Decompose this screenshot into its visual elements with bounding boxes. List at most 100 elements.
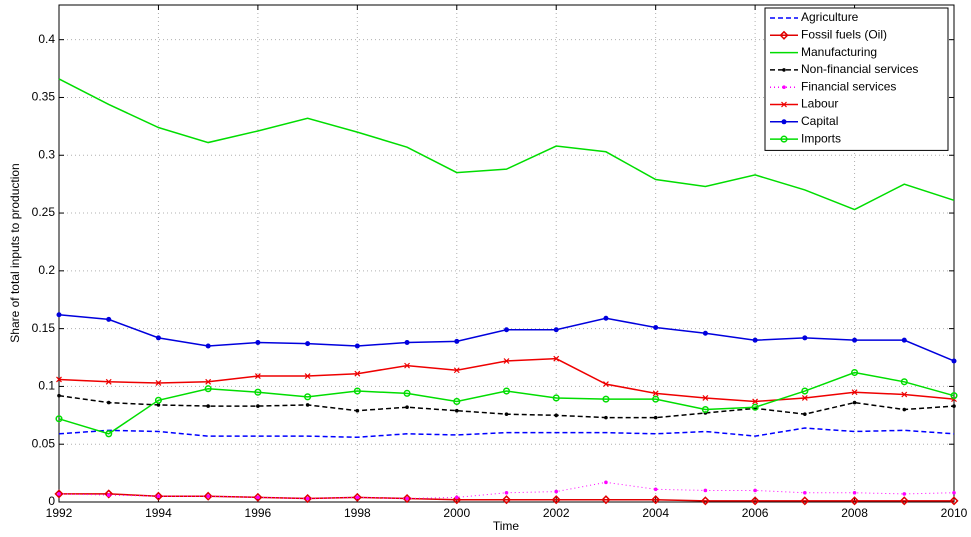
marker [602, 395, 610, 403]
y-tick-label: 0.4 [38, 32, 55, 46]
marker [254, 388, 262, 396]
marker [353, 387, 361, 395]
marker [553, 327, 559, 333]
marker [255, 339, 261, 345]
legend-label: Labour [801, 97, 838, 111]
series-line [58, 78, 955, 211]
marker [604, 480, 608, 485]
marker [554, 489, 559, 494]
legend-label: Financial services [801, 79, 896, 93]
marker [502, 387, 511, 395]
x-tick-label: 1992 [46, 506, 73, 520]
y-axis-label: Share of total inputs to production [8, 163, 22, 342]
marker [404, 362, 410, 369]
marker [253, 492, 263, 502]
y-tick-label: 0 [48, 494, 55, 508]
marker [156, 403, 161, 407]
marker [104, 489, 114, 499]
legend-marker [782, 85, 786, 89]
marker [154, 396, 162, 404]
marker [405, 405, 409, 410]
marker [106, 316, 112, 322]
x-tick-label: 2002 [543, 506, 570, 520]
marker [802, 335, 808, 341]
marker [504, 412, 509, 416]
legend-label: Fossil fuels (Oil) [801, 27, 887, 41]
marker [701, 405, 709, 414]
marker [899, 496, 909, 506]
legend-marker [779, 30, 789, 40]
legend-label: Non-financial services [801, 62, 918, 76]
marker [849, 496, 860, 506]
marker [256, 495, 260, 500]
marker [106, 400, 111, 405]
legend-label: Agriculture [801, 10, 859, 24]
x-tick-label: 1996 [245, 506, 272, 520]
legend-marker [781, 119, 787, 125]
marker [852, 400, 857, 405]
marker [603, 381, 609, 388]
marker [56, 312, 62, 318]
marker [256, 404, 260, 408]
marker [57, 393, 61, 398]
marker [702, 395, 709, 401]
marker [752, 398, 759, 405]
marker [553, 355, 560, 362]
legend-label: Capital [801, 114, 838, 128]
marker [203, 491, 213, 501]
marker [801, 387, 809, 395]
x-tick-label: 2010 [941, 506, 968, 520]
marker [254, 373, 261, 379]
marker [303, 493, 313, 504]
marker [851, 368, 859, 377]
marker [57, 492, 61, 496]
marker [504, 490, 509, 495]
marker [204, 385, 212, 393]
marker [901, 337, 907, 343]
marker [702, 330, 708, 336]
marker [803, 412, 807, 416]
x-tick-label: 2004 [642, 506, 669, 520]
marker [155, 335, 161, 341]
marker [949, 496, 959, 506]
legend-marker [781, 101, 787, 108]
marker [405, 496, 409, 501]
y-tick-label: 0.35 [32, 90, 56, 104]
x-tick-label: 1994 [145, 506, 172, 520]
marker [304, 373, 311, 379]
marker [554, 413, 559, 418]
marker [952, 490, 956, 495]
marker [153, 491, 164, 501]
marker [55, 415, 63, 423]
plot-frame [58, 4, 955, 503]
marker [902, 492, 907, 496]
marker [305, 496, 310, 501]
marker [803, 490, 807, 495]
marker [454, 408, 459, 413]
marker [305, 341, 311, 347]
marker [453, 397, 461, 405]
marker [403, 389, 411, 397]
x-tick-label: 1998 [344, 506, 371, 520]
marker [106, 493, 111, 497]
marker [801, 395, 808, 401]
marker [603, 315, 609, 321]
marker [156, 494, 161, 499]
marker [652, 390, 659, 397]
marker [551, 495, 561, 505]
marker [305, 403, 310, 407]
marker [352, 492, 362, 502]
legend-label: Manufacturing [801, 45, 877, 59]
marker [105, 378, 112, 385]
marker [503, 358, 510, 364]
marker [205, 343, 211, 349]
marker [56, 376, 62, 383]
x-tick-label: 2008 [841, 506, 868, 520]
marker [852, 490, 857, 495]
marker [105, 430, 113, 438]
marker [952, 404, 956, 408]
marker [155, 380, 162, 386]
marker [355, 495, 360, 500]
marker [653, 415, 658, 420]
legend-marker [780, 135, 788, 143]
